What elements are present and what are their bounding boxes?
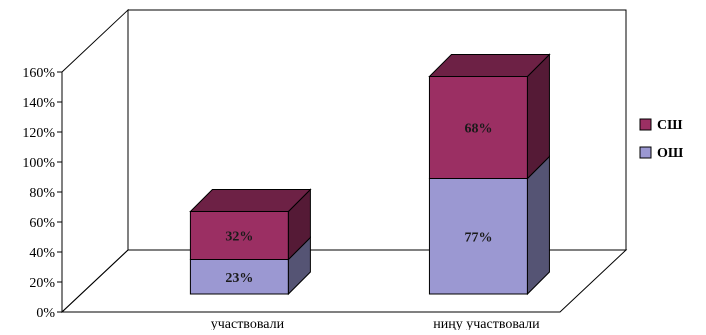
legend-label: СШ [657, 118, 683, 133]
bar-segment-side [526, 155, 550, 296]
y-tick-label: 120% [22, 126, 55, 141]
legend-label: ОШ [657, 146, 684, 161]
x-tick-label: ниңу участвовали [433, 317, 540, 330]
y-tick-label: 60% [29, 216, 55, 231]
x-tick-label: участвовали [211, 317, 285, 330]
bar-segment-front [428, 178, 528, 295]
y-tick-label: 80% [29, 186, 55, 201]
bar-segment-front [428, 76, 528, 179]
bar-segment-top [189, 189, 312, 212]
bar-segment-front [189, 211, 289, 260]
data-label: 77% [464, 230, 492, 245]
y-tick-label: 140% [22, 96, 55, 111]
legend-swatch [639, 146, 652, 159]
y-tick-label: 100% [22, 156, 55, 171]
y-tick-label: 0% [36, 306, 55, 321]
y-tick-label: 40% [29, 246, 55, 261]
bar-segment-front [189, 259, 289, 295]
legend-swatch [639, 118, 652, 131]
left-wall [61, 8, 129, 314]
bar-segment-top [428, 54, 551, 77]
data-label: 32% [225, 230, 253, 245]
data-label: 23% [225, 271, 253, 286]
data-label: 68% [464, 122, 492, 137]
y-tick-label: 20% [29, 276, 55, 291]
y-tick-label: 160% [22, 66, 55, 81]
